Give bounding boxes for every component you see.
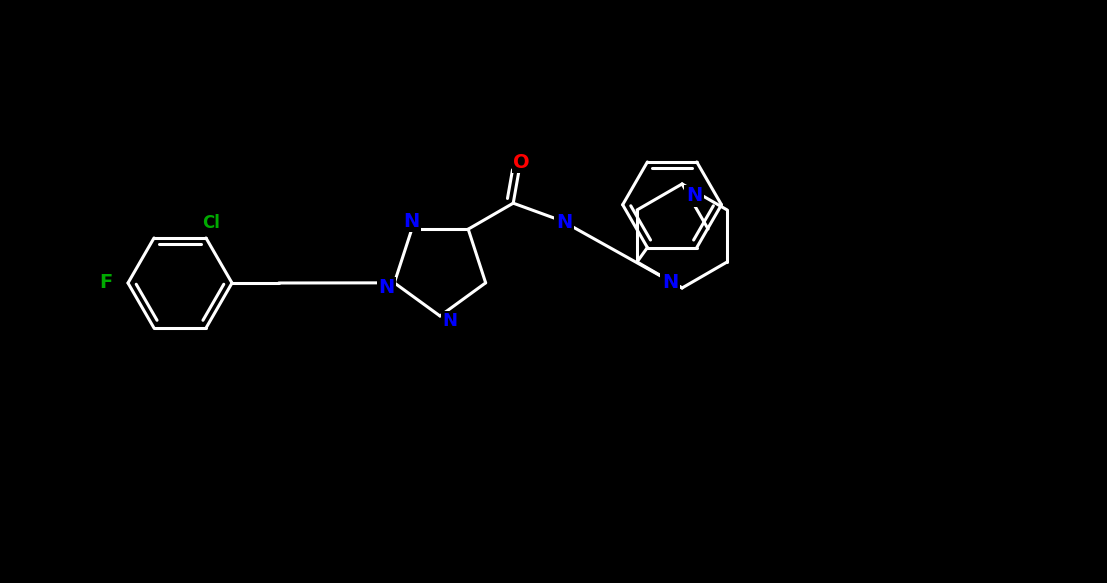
Text: F: F (100, 273, 113, 293)
Text: N: N (379, 278, 394, 297)
Text: N: N (404, 212, 420, 231)
Text: N: N (556, 213, 572, 233)
Text: N: N (686, 187, 702, 205)
Text: O: O (514, 153, 530, 172)
Text: Cl: Cl (203, 214, 220, 232)
Text: N: N (443, 312, 457, 330)
Text: N: N (662, 273, 679, 293)
